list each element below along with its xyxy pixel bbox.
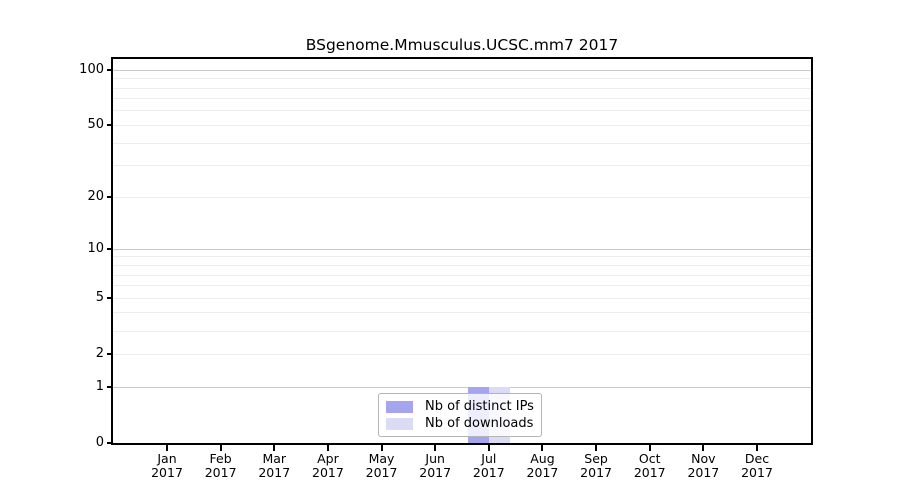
x-tick-month: Sep xyxy=(584,451,608,466)
x-tick-label: Apr 2017 xyxy=(296,452,360,479)
x-tick-month: Feb xyxy=(209,451,232,466)
legend-item: Nb of distinct IPs xyxy=(386,398,536,415)
x-tick-year: 2017 xyxy=(312,464,344,480)
x-tick xyxy=(595,445,598,451)
x-tick xyxy=(648,445,651,451)
x-tick-label: Sep 2017 xyxy=(564,452,628,479)
x-tick xyxy=(434,445,437,451)
x-tick-label: Aug 2017 xyxy=(510,452,574,479)
x-tick-label: Feb 2017 xyxy=(189,452,253,479)
legend-swatch-downloads xyxy=(386,417,413,430)
x-tick-year: 2017 xyxy=(365,464,398,480)
x-tick xyxy=(380,445,383,451)
x-tick-year: 2017 xyxy=(687,464,720,480)
x-tick-month: Mar xyxy=(262,451,287,466)
y-tick xyxy=(107,196,113,199)
y-tick xyxy=(107,442,113,444)
x-tick-year: 2017 xyxy=(258,464,291,480)
major-gridline xyxy=(113,248,811,250)
x-tick-year: 2017 xyxy=(472,464,505,480)
minor-gridline xyxy=(113,312,811,314)
x-tick-label: Oct 2017 xyxy=(618,452,682,479)
minor-gridline xyxy=(113,110,811,112)
x-tick-month: Dec xyxy=(744,451,770,466)
y-tick xyxy=(107,353,113,356)
x-tick-month: Apr xyxy=(317,451,339,466)
x-tick-year: 2017 xyxy=(526,464,559,480)
minor-gridline xyxy=(113,330,811,332)
x-tick-label: Mar 2017 xyxy=(242,452,306,479)
y-tick-label: 2 xyxy=(95,346,104,362)
y-tick-label: 5 xyxy=(95,290,104,306)
legend-label: Nb of distinct IPs xyxy=(425,399,534,414)
minor-gridline xyxy=(113,285,811,287)
x-tick xyxy=(326,445,329,451)
y-tick xyxy=(107,69,113,72)
x-tick-month: Jul xyxy=(481,451,497,466)
minor-gridline xyxy=(113,165,811,167)
y-tick-label: 1 xyxy=(95,379,104,394)
x-tick-year: 2017 xyxy=(633,464,666,480)
plot-area xyxy=(111,57,813,445)
x-tick-label: Jul 2017 xyxy=(457,452,521,479)
y-tick xyxy=(107,124,113,127)
x-tick xyxy=(702,445,705,451)
x-tick-year: 2017 xyxy=(151,464,183,480)
x-tick-year: 2017 xyxy=(419,464,452,480)
x-tick-month: Jan xyxy=(157,451,177,466)
chart-title: BSgenome.Mmusculus.UCSC.mm7 2017 xyxy=(305,36,619,54)
x-tick-month: Oct xyxy=(638,451,661,466)
minor-gridline xyxy=(113,256,811,258)
y-tick xyxy=(107,248,113,251)
x-tick-month: Nov xyxy=(691,451,716,466)
y-tick xyxy=(107,297,113,300)
major-gridline xyxy=(113,69,811,71)
y-tick-label: 10 xyxy=(87,241,104,257)
x-tick-label: May 2017 xyxy=(350,452,414,479)
legend-swatch-distinct-ips xyxy=(386,400,413,413)
minor-gridline xyxy=(113,87,811,89)
y-tick-label: 20 xyxy=(87,189,104,205)
x-tick-month: Jun xyxy=(425,451,445,466)
x-tick xyxy=(166,445,168,451)
y-tick xyxy=(107,386,113,388)
x-tick xyxy=(273,445,276,451)
minor-gridline xyxy=(113,265,811,266)
x-tick-year: 2017 xyxy=(741,464,773,480)
x-tick-label: Jan 2017 xyxy=(135,452,199,479)
minor-gridline xyxy=(113,98,811,100)
x-tick xyxy=(487,445,490,451)
minor-gridline xyxy=(113,274,811,276)
x-tick-label: Jun 2017 xyxy=(403,452,467,479)
y-tick-label: 0 xyxy=(95,435,104,450)
minor-gridline xyxy=(113,124,811,126)
x-tick-label: Nov 2017 xyxy=(671,452,735,479)
x-tick-month: May xyxy=(368,451,395,466)
minor-gridline xyxy=(113,78,811,80)
minor-gridline xyxy=(113,196,811,198)
x-tick xyxy=(219,445,222,451)
x-tick-year: 2017 xyxy=(204,464,237,480)
y-tick-label: 100 xyxy=(79,62,104,78)
x-tick-year: 2017 xyxy=(580,464,612,480)
minor-gridline xyxy=(113,353,811,355)
major-gridline xyxy=(113,386,811,388)
legend-label: Nb of downloads xyxy=(425,416,534,431)
minor-gridline xyxy=(113,297,811,299)
x-tick xyxy=(541,445,544,451)
y-tick-label: 50 xyxy=(87,117,104,133)
x-tick-month: Aug xyxy=(530,451,555,466)
x-tick xyxy=(756,445,758,451)
legend-item: Nb of downloads xyxy=(386,415,536,432)
minor-gridline xyxy=(113,142,811,144)
legend: Nb of distinct IPs Nb of downloads xyxy=(378,393,542,437)
x-tick-label: Dec 2017 xyxy=(725,452,789,479)
